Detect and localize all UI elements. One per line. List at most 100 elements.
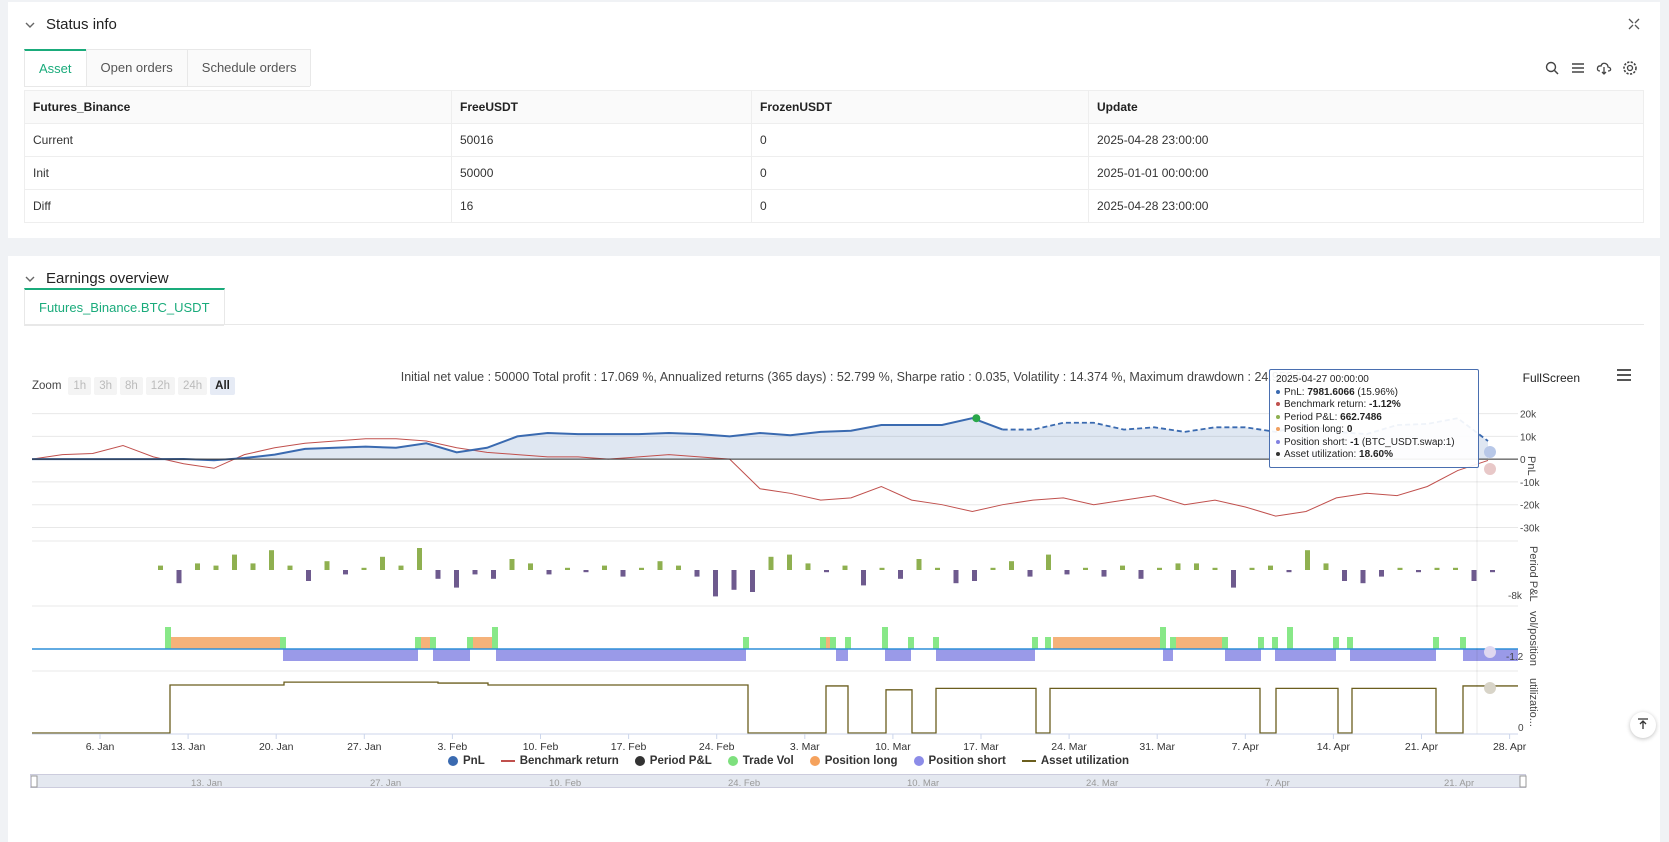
- earnings-overview-header[interactable]: Earnings overview: [24, 270, 169, 287]
- col-header-futures-binance: Futures_Binance: [24, 90, 452, 124]
- tab-schedule-orders[interactable]: Schedule orders: [186, 49, 312, 86]
- period-pnl-bar: [417, 548, 422, 570]
- legend-item[interactable]: PnL: [448, 755, 485, 767]
- x-tick-label: 3. Mar: [790, 741, 820, 753]
- fullscreen-button[interactable]: FullScreen: [1522, 371, 1580, 385]
- legend-swatch-icon: [727, 756, 738, 766]
- period-pnl-bar: [1175, 563, 1181, 570]
- position-long-bar: [823, 637, 833, 649]
- tooltip-label: Period P&L:: [1284, 411, 1341, 423]
- tooltip-label: PnL:: [1284, 386, 1308, 398]
- zoom-8h-button[interactable]: 8h: [120, 377, 143, 395]
- period-pnl-bar: [1009, 561, 1014, 570]
- col-header-update: Update: [1088, 90, 1644, 124]
- tab-asset[interactable]: Asset: [24, 49, 87, 86]
- series-dot-icon: [1276, 439, 1280, 444]
- navigator-tick-label: 10. Feb: [549, 778, 581, 789]
- tooltip-label: Position short:: [1284, 436, 1351, 448]
- period-pnl-bar: [657, 561, 663, 570]
- col-header-freeusdt: FreeUSDT: [451, 90, 752, 124]
- position-short-bar: [1163, 649, 1173, 661]
- trade-vol-bar: [845, 637, 851, 649]
- period-pnl-bar: [546, 570, 552, 575]
- tooltip-extra: (15.96%): [1354, 386, 1398, 398]
- x-tick-label: 24. Feb: [699, 741, 735, 753]
- position-long-bar: [1176, 637, 1223, 649]
- chevron-down-icon[interactable]: [24, 19, 36, 31]
- period-pnl-bar: [1138, 570, 1144, 579]
- legend-item[interactable]: Benchmark return: [500, 755, 619, 767]
- pnl-tick-label: -30k: [1520, 523, 1540, 534]
- hover-marker: [1484, 682, 1496, 694]
- range-navigator[interactable]: 13. Jan 27. Jan 10. Feb 24. Feb 10. Mar 24. M…: [30, 774, 1527, 789]
- period-pnl-bar: [824, 570, 829, 573]
- trade-vol-bar: [1347, 637, 1353, 649]
- chevron-down-icon[interactable]: [24, 273, 36, 285]
- tooltip-value: 18.60%: [1359, 449, 1393, 460]
- table-toolbar: [1544, 60, 1638, 76]
- zoom-12h-button[interactable]: 12h: [145, 377, 175, 395]
- period-pnl-bar: [1101, 570, 1107, 577]
- period-pnl-bar: [454, 570, 459, 588]
- period-pnl-bar: [1212, 567, 1218, 570]
- period-pnl-bar: [750, 570, 755, 592]
- back-to-top-button[interactable]: [1630, 712, 1656, 738]
- tab-open-orders[interactable]: Open orders: [85, 49, 188, 86]
- status-info-header[interactable]: Status info: [24, 16, 117, 33]
- period-pnl-bar: [1157, 567, 1162, 570]
- position-short-bar: [1225, 649, 1261, 661]
- zoom-24h-button[interactable]: 24h: [177, 377, 208, 395]
- zoom-all-button[interactable]: All: [210, 377, 235, 395]
- tooltip-line: Asset utilization: 18.60%: [1276, 449, 1472, 462]
- hamburger-menu-icon[interactable]: [1616, 368, 1632, 382]
- legend-item[interactable]: Position long: [809, 755, 898, 767]
- cloud-download-icon[interactable]: [1596, 60, 1612, 76]
- navigator-right-handle[interactable]: [1519, 775, 1527, 788]
- legend-item[interactable]: Position short: [913, 755, 1006, 767]
- search-icon[interactable]: [1544, 60, 1560, 76]
- trade-vol-bar: [1258, 637, 1264, 649]
- x-tick-label: 10. Mar: [875, 741, 911, 753]
- x-tick-label: 7. Apr: [1232, 741, 1260, 753]
- series-dot-icon: [1276, 389, 1280, 394]
- period-pnl-bar: [953, 570, 959, 584]
- legend-item[interactable]: Asset utilization: [1021, 755, 1129, 767]
- legend-item[interactable]: Trade Vol: [727, 755, 794, 767]
- navigator-track[interactable]: 13. Jan 27. Jan 10. Feb 24. Feb 10. Mar 24. M…: [30, 775, 1527, 789]
- zoom-3h-button[interactable]: 3h: [94, 377, 117, 395]
- legend-swatch-icon: [913, 756, 924, 766]
- tooltip-label: Position long:: [1284, 424, 1347, 435]
- x-tick-label: 10. Feb: [523, 741, 559, 753]
- trade-vol-bar: [830, 637, 836, 649]
- legend-swatch-icon: [500, 760, 515, 762]
- list-icon[interactable]: [1570, 60, 1586, 76]
- collapse-icon[interactable]: [1628, 18, 1640, 30]
- period-pnl-bar: [620, 570, 626, 577]
- navigator-left-handle[interactable]: [30, 775, 38, 788]
- zoom-1h-button[interactable]: 1h: [68, 377, 92, 395]
- status-info-title: Status info: [46, 16, 117, 33]
- earnings-overview-title: Earnings overview: [46, 270, 169, 287]
- trade-marker: [972, 414, 981, 423]
- x-tick-label: 20. Jan: [259, 741, 294, 753]
- legend-item[interactable]: Period P&L: [634, 755, 712, 767]
- tooltip-line: Benchmark return: -1.12%: [1276, 399, 1472, 412]
- series-dot-icon: [1276, 402, 1280, 407]
- trade-vol-bar: [1170, 637, 1176, 649]
- period-pnl-bar: [287, 565, 293, 570]
- series-dot-icon: [1276, 452, 1280, 457]
- period-pnl-bar: [213, 565, 219, 570]
- position-long-bar: [1053, 637, 1163, 649]
- settings-gear-icon[interactable]: [1622, 60, 1638, 76]
- row-label-current[interactable]: Current: [24, 123, 452, 157]
- period-pnl-bar: [232, 554, 237, 570]
- period-pnl-bar: [1323, 563, 1329, 570]
- table-cell: 0: [751, 156, 1089, 190]
- period-pnl-bar: [990, 567, 996, 570]
- period-pnl-bar: [398, 565, 404, 570]
- period-pnl-bar: [1379, 570, 1384, 577]
- period-pnl-bar: [639, 567, 644, 570]
- period-pnl-bar: [195, 563, 200, 570]
- period-pnl-bar: [787, 554, 792, 570]
- tab-futures-binance-btc-usdt[interactable]: Futures_Binance.BTC_USDT: [24, 288, 225, 325]
